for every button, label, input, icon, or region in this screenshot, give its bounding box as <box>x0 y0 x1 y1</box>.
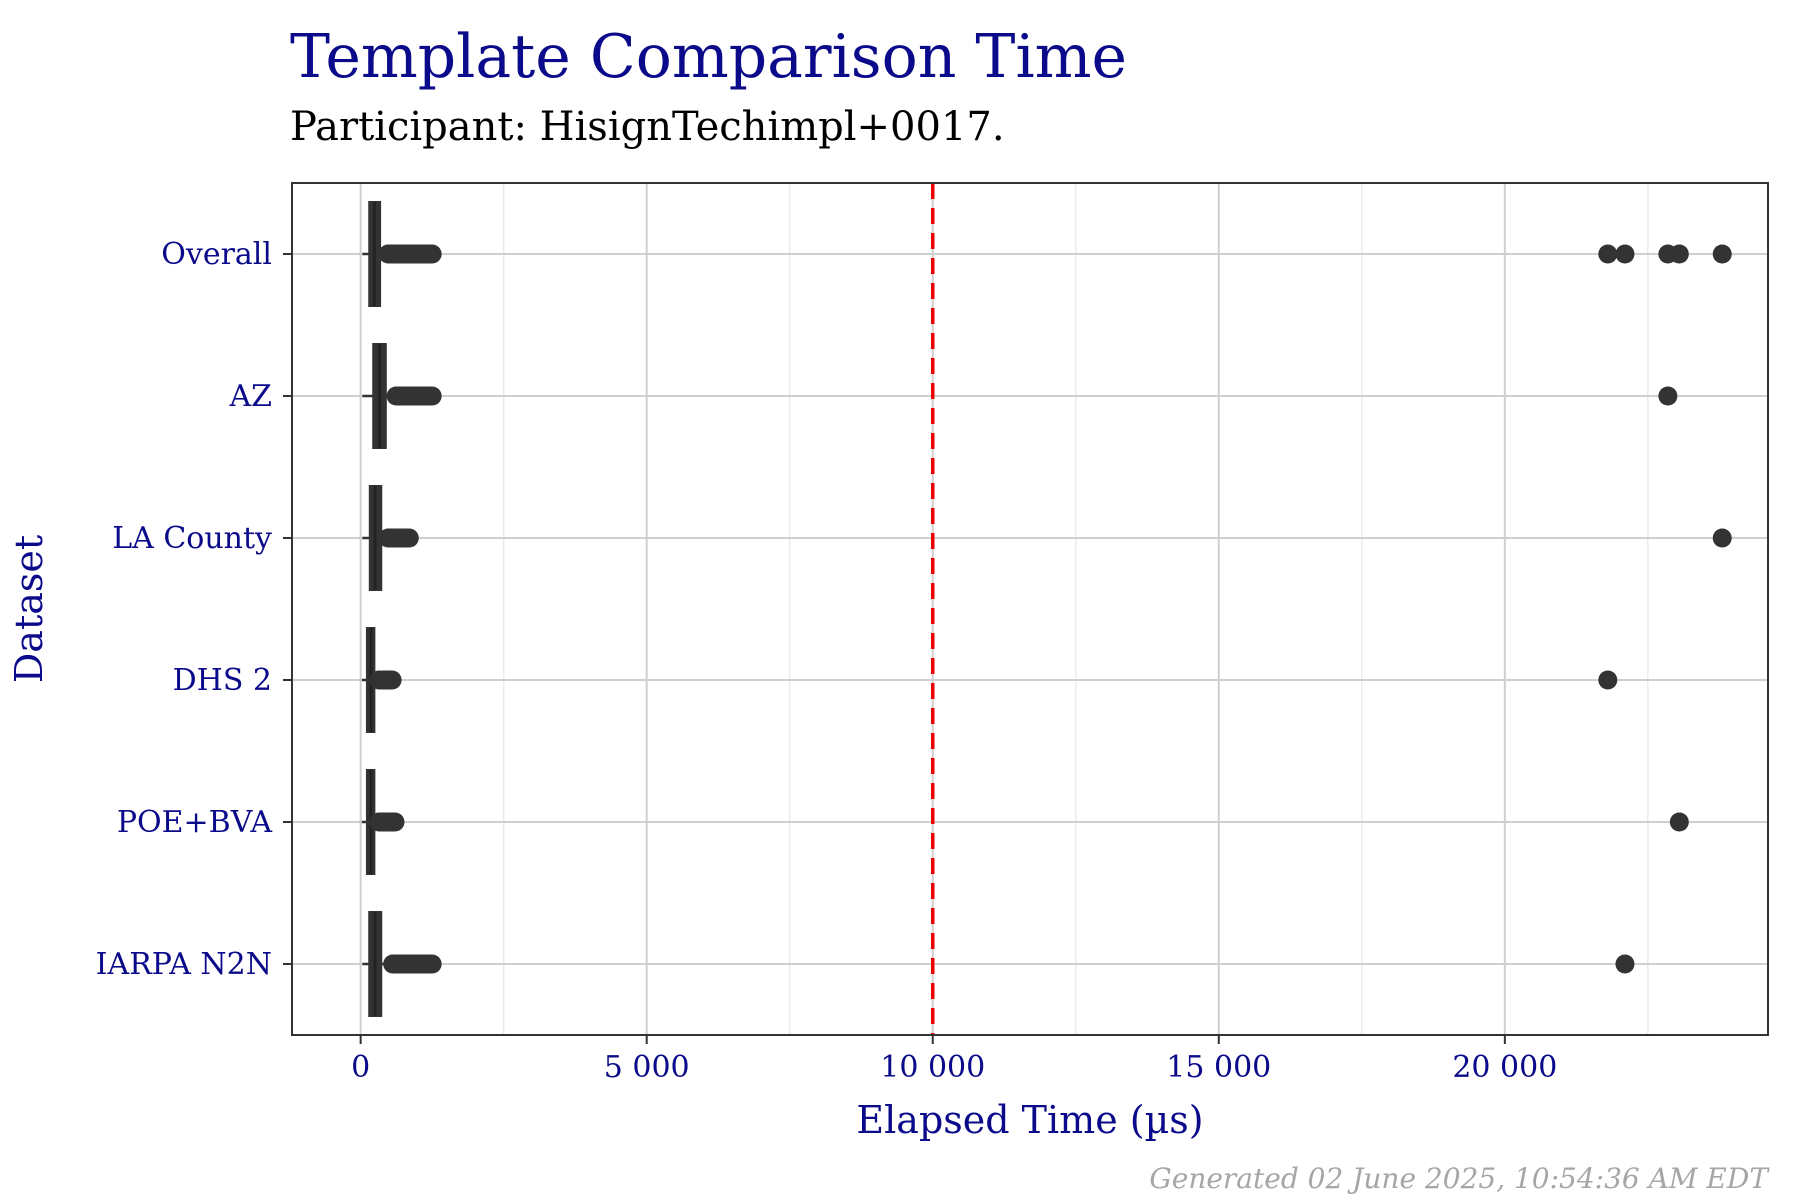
x-tick-label: 15 000 <box>1166 1050 1271 1085</box>
x-tick-label: 5 000 <box>604 1050 690 1085</box>
chart-title: Template Comparison Time <box>290 22 1128 92</box>
outlier-point <box>1669 812 1689 832</box>
y-axis-title: Dataset <box>7 535 51 683</box>
y-tick-label: DHS 2 <box>173 663 272 698</box>
chart-subtitle: Participant: HisignTechimpl+0017. <box>290 104 1005 150</box>
outlier-point <box>1615 244 1635 264</box>
outlier-point <box>1712 244 1732 264</box>
x-tick-label: 0 <box>351 1050 370 1085</box>
axis-layer: Overall AZ LA County DHS 2 POE+BVA IARPA N2N 0… <box>96 237 1558 1085</box>
generated-caption: Generated 02 June 2025, 10:54:36 AM EDT <box>1149 1162 1768 1195</box>
outlier-point <box>1669 244 1689 264</box>
data-layer <box>361 183 1732 1035</box>
y-tick-label: AZ <box>228 379 272 414</box>
outlier-point <box>1598 670 1618 690</box>
y-tick-label: LA County <box>112 521 272 556</box>
x-tick-label: 10 000 <box>880 1050 985 1085</box>
panel-border <box>291 182 1769 1036</box>
y-tick-label: Overall <box>161 237 272 272</box>
outlier-point <box>1615 954 1635 974</box>
x-axis-title: Elapsed Time (µs) <box>856 1098 1203 1142</box>
outlier-point <box>1658 386 1678 406</box>
outlier-point <box>1598 244 1618 264</box>
grid-layer <box>292 183 1768 1035</box>
x-tick-label: 20 000 <box>1452 1050 1557 1085</box>
y-tick-label: IARPA N2N <box>96 947 272 982</box>
outlier-point <box>1712 528 1732 548</box>
y-tick-label: POE+BVA <box>117 805 272 840</box>
panel-background <box>292 183 1768 1035</box>
